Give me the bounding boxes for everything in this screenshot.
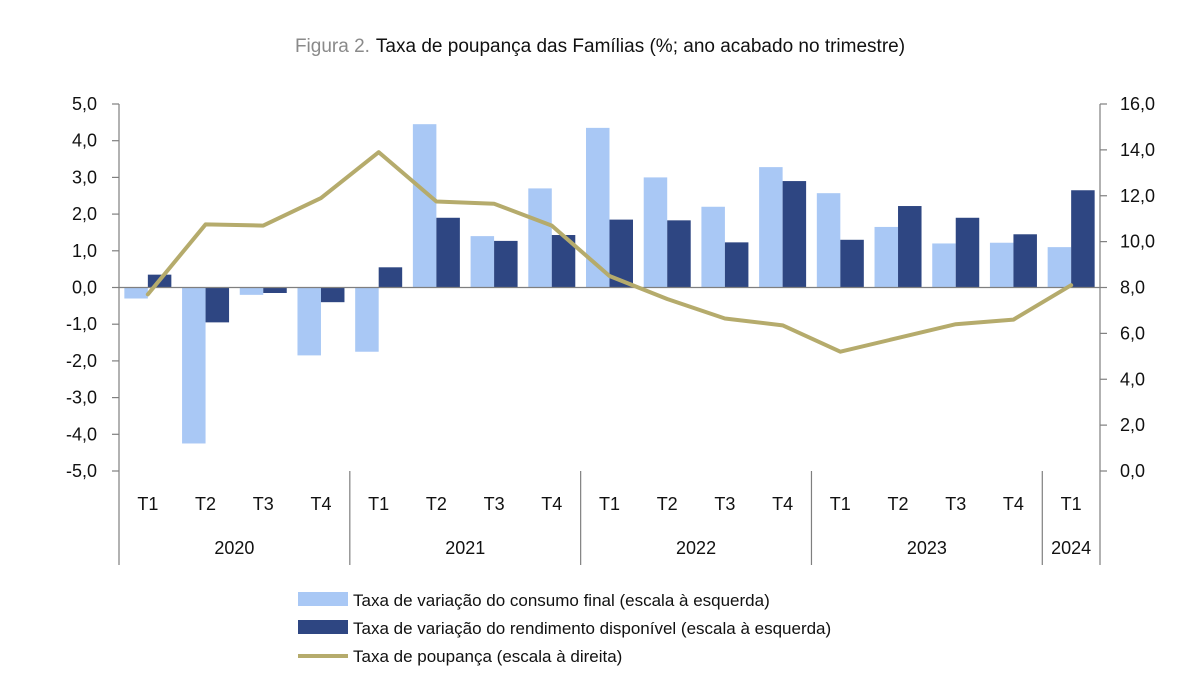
left-tick-label: -2,0 bbox=[66, 351, 97, 371]
legend-label: Taxa de variação do consumo final (escal… bbox=[353, 591, 770, 610]
consumption-bar-8 bbox=[586, 127, 610, 288]
legend-swatch-0 bbox=[298, 592, 348, 606]
right-tick-label: 6,0 bbox=[1120, 323, 1145, 343]
income-bar-5 bbox=[436, 217, 460, 288]
left-tick-label: 2,0 bbox=[72, 204, 97, 224]
left-tick-label: -4,0 bbox=[66, 424, 97, 444]
right-tick-label: 10,0 bbox=[1120, 232, 1155, 252]
axes: 5,0 4,0 3,0 2,0 1,0 0,0 -1,0 -2,0 -3,0 -4,0 -5,0 16… bbox=[66, 94, 1155, 481]
quarter-label: T1 bbox=[368, 494, 389, 514]
left-tick-label: 3,0 bbox=[72, 167, 97, 187]
savings-rate-line bbox=[145, 150, 1074, 354]
consumption-bar-16 bbox=[1047, 247, 1072, 288]
income-bar-4 bbox=[378, 267, 403, 288]
quarter-label: T2 bbox=[657, 494, 678, 514]
quarter-label: T1 bbox=[137, 494, 158, 514]
chart-title-text: Taxa de poupança das Famílias (%; ano ac… bbox=[376, 36, 905, 57]
quarter-label: T4 bbox=[772, 494, 793, 514]
income-bar-13 bbox=[898, 206, 922, 288]
income-bar-11 bbox=[782, 181, 807, 288]
x-axis: T1 T2 T3 T4 T1 T2 T3 T4 T1 T2 T3 T4 T1 T2 T3 T4 T1 2020 20… bbox=[118, 471, 1101, 565]
consumption-bar-12 bbox=[816, 193, 841, 288]
income-bar-15 bbox=[1013, 234, 1037, 288]
year-label: 2022 bbox=[676, 538, 716, 558]
income-bar-7 bbox=[551, 235, 576, 288]
line-series bbox=[145, 150, 1074, 354]
income-bar-9 bbox=[667, 220, 691, 288]
right-tick-label: 4,0 bbox=[1120, 369, 1145, 389]
income-bar-12 bbox=[840, 239, 864, 288]
quarter-label: T2 bbox=[426, 494, 447, 514]
consumption-bar-7 bbox=[528, 188, 552, 288]
quarter-label: T4 bbox=[541, 494, 562, 514]
left-tick-label: 4,0 bbox=[72, 131, 97, 151]
quarter-label: T3 bbox=[945, 494, 966, 514]
right-tick-label: 2,0 bbox=[1120, 415, 1145, 435]
consumption-bar-9 bbox=[643, 177, 668, 288]
quarter-label: T1 bbox=[599, 494, 620, 514]
quarter-label: T3 bbox=[253, 494, 274, 514]
year-label: 2021 bbox=[445, 538, 485, 558]
quarter-label: T1 bbox=[1061, 494, 1082, 514]
consumption-bar-1 bbox=[182, 287, 206, 444]
right-tick-label: 0,0 bbox=[1120, 461, 1145, 481]
year-label: 2024 bbox=[1051, 538, 1091, 558]
income-bar-16 bbox=[1071, 190, 1095, 288]
consumption-bar-0 bbox=[124, 287, 148, 299]
left-tick-label: 0,0 bbox=[72, 278, 97, 298]
consumption-bar-6 bbox=[470, 236, 495, 288]
left-tick-label: 1,0 bbox=[72, 241, 97, 261]
quarter-label: T4 bbox=[1003, 494, 1024, 514]
income-bar-14 bbox=[955, 217, 980, 288]
consumption-bar-14 bbox=[932, 243, 956, 288]
legend: Taxa de variação do consumo final (escal… bbox=[298, 591, 831, 666]
income-bar-3 bbox=[320, 287, 345, 303]
legend-label: Taxa de poupança (escala à direita) bbox=[353, 647, 622, 666]
consumption-bar-10 bbox=[701, 206, 725, 288]
quarter-label: T1 bbox=[830, 494, 851, 514]
income-bar-6 bbox=[494, 240, 518, 288]
income-bar-2 bbox=[263, 287, 287, 293]
consumption-bar-15 bbox=[989, 242, 1014, 288]
quarter-label: T4 bbox=[310, 494, 331, 514]
left-tick-label: -1,0 bbox=[66, 314, 97, 334]
chart-title-prefix: Figura 2. bbox=[295, 36, 370, 57]
consumption-bar-13 bbox=[874, 226, 899, 288]
right-tick-label: 12,0 bbox=[1120, 186, 1155, 206]
left-tick-label: -5,0 bbox=[66, 461, 97, 481]
consumption-bar-5 bbox=[412, 124, 437, 288]
quarter-label: T2 bbox=[195, 494, 216, 514]
quarter-label: T2 bbox=[888, 494, 909, 514]
bar-series bbox=[124, 124, 1095, 444]
consumption-bar-4 bbox=[355, 287, 379, 352]
right-tick-label: 16,0 bbox=[1120, 94, 1155, 114]
legend-swatch-1 bbox=[298, 620, 348, 634]
consumption-bar-2 bbox=[239, 287, 264, 295]
income-bar-1 bbox=[205, 287, 230, 323]
legend-label: Taxa de variação do rendimento disponíve… bbox=[353, 619, 831, 638]
quarter-label: T3 bbox=[714, 494, 735, 514]
income-bar-8 bbox=[609, 219, 633, 288]
right-tick-label: 8,0 bbox=[1120, 278, 1145, 298]
right-tick-label: 14,0 bbox=[1120, 140, 1155, 160]
consumption-bar-11 bbox=[759, 167, 783, 288]
left-tick-label: -3,0 bbox=[66, 388, 97, 408]
year-label: 2020 bbox=[214, 538, 254, 558]
chart-title: Figura 2. Taxa de poupança das Famílias (… bbox=[295, 36, 905, 57]
left-tick-label: 5,0 bbox=[72, 94, 97, 114]
year-label: 2023 bbox=[907, 538, 947, 558]
income-bar-10 bbox=[724, 242, 749, 288]
consumption-bar-3 bbox=[297, 287, 321, 356]
quarter-label: T3 bbox=[484, 494, 505, 514]
